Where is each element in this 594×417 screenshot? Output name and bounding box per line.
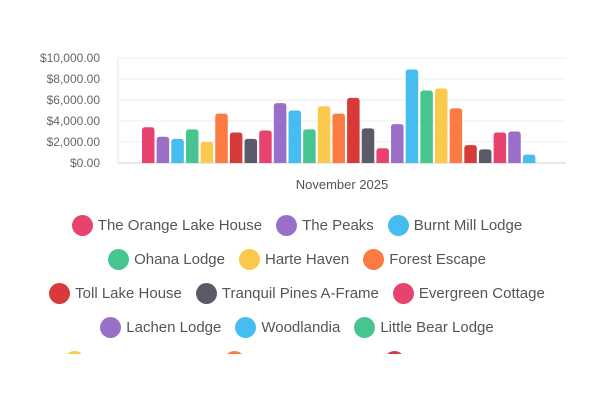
bar[interactable] bbox=[142, 127, 155, 163]
legend-label: The Peaks bbox=[302, 216, 374, 234]
legend-row bbox=[40, 344, 554, 354]
legend-swatch bbox=[195, 282, 217, 304]
y-tick-label: $8,000.00 bbox=[47, 72, 101, 86]
legend-item[interactable]: Toll Lake House bbox=[49, 282, 182, 304]
bar[interactable] bbox=[332, 113, 345, 163]
y-tick-label: $4,000.00 bbox=[47, 114, 101, 128]
legend-item[interactable] bbox=[64, 350, 210, 354]
legend-label: Evergreen Cottage bbox=[418, 284, 545, 302]
legend-item[interactable]: Little Bear Lodge bbox=[354, 316, 494, 338]
y-tick-label: $6,000.00 bbox=[47, 93, 101, 107]
legend-item[interactable] bbox=[224, 350, 370, 354]
bar[interactable] bbox=[391, 124, 404, 163]
bar[interactable] bbox=[185, 129, 199, 163]
y-tick-label: $2,000.00 bbox=[47, 135, 101, 149]
bar[interactable] bbox=[215, 113, 228, 163]
bar[interactable] bbox=[361, 128, 375, 163]
legend-swatch bbox=[363, 248, 385, 270]
y-tick-label: $10,000.00 bbox=[40, 51, 100, 65]
legend-item[interactable]: Evergreen Cottage bbox=[392, 282, 545, 304]
legend-label: Little Bear Lodge bbox=[380, 318, 494, 336]
legend-item[interactable]: Tranquil Pines A-Frame bbox=[195, 282, 379, 304]
legend-row: The Orange Lake House The Peaks Burnt Mill… bbox=[40, 208, 554, 242]
legend-swatch bbox=[384, 350, 405, 354]
legend-item[interactable]: Burnt Mill Lodge bbox=[387, 214, 523, 236]
bar[interactable] bbox=[464, 145, 477, 163]
legend-label: Burnt Mill Lodge bbox=[413, 216, 523, 234]
bar[interactable] bbox=[156, 136, 170, 163]
chart-legend: The Orange Lake House The Peaks Burnt Mill… bbox=[40, 208, 554, 354]
bar[interactable] bbox=[273, 103, 287, 163]
legend-item[interactable]: Lachen Lodge bbox=[100, 316, 222, 338]
legend-item[interactable] bbox=[384, 350, 530, 354]
legend-row: Toll Lake House Tranquil Pines A-Frame Eve… bbox=[40, 276, 554, 310]
legend-label: Forest Escape bbox=[389, 250, 486, 268]
legend-swatch bbox=[276, 214, 298, 236]
legend-label: The Orange Lake House bbox=[97, 216, 263, 234]
legend-label: Toll Lake House bbox=[75, 284, 182, 302]
legend-swatch bbox=[108, 248, 130, 270]
bar[interactable] bbox=[522, 154, 536, 163]
bar[interactable] bbox=[200, 142, 214, 163]
legend-label: Ohana Lodge bbox=[134, 250, 225, 268]
bar[interactable] bbox=[317, 106, 331, 163]
bar[interactable] bbox=[405, 69, 419, 163]
bar[interactable] bbox=[376, 148, 389, 163]
legend-swatch bbox=[100, 316, 122, 338]
bar[interactable] bbox=[493, 132, 507, 163]
bar[interactable] bbox=[449, 108, 463, 163]
legend-label: Harte Haven bbox=[264, 250, 350, 268]
legend-swatch bbox=[49, 282, 71, 304]
bar[interactable] bbox=[478, 149, 492, 163]
legend-label: Lachen Lodge bbox=[126, 318, 222, 336]
x-tick-label: November 2025 bbox=[296, 177, 389, 192]
legend-swatch bbox=[392, 282, 414, 304]
bar[interactable] bbox=[171, 138, 184, 163]
bar[interactable] bbox=[259, 130, 272, 163]
legend-item[interactable]: The Peaks bbox=[276, 214, 374, 236]
legend-row: Lachen Lodge Woodlandia Little Bear Lodge bbox=[40, 310, 554, 344]
legend-label: Tranquil Pines A-Frame bbox=[221, 284, 379, 302]
bar[interactable] bbox=[508, 131, 521, 164]
legend-swatch bbox=[387, 214, 409, 236]
legend-item[interactable]: Harte Haven bbox=[238, 248, 350, 270]
legend-swatch bbox=[71, 214, 93, 236]
legend-swatch bbox=[238, 248, 260, 270]
legend-swatch bbox=[354, 316, 376, 338]
bar[interactable] bbox=[229, 132, 243, 163]
legend-label: Woodlandia bbox=[261, 318, 341, 336]
legend-swatch bbox=[64, 350, 85, 354]
bar[interactable] bbox=[347, 97, 360, 163]
legend-swatch bbox=[235, 316, 257, 338]
legend-item[interactable]: The Orange Lake House bbox=[71, 214, 263, 236]
bar[interactable] bbox=[244, 138, 258, 163]
legend-item[interactable]: Woodlandia bbox=[235, 316, 341, 338]
y-tick-label: $0.00 bbox=[70, 156, 100, 170]
bar[interactable] bbox=[420, 90, 433, 163]
bar[interactable] bbox=[435, 88, 448, 163]
legend-row: Ohana Lodge Harte Haven Forest Escape bbox=[40, 242, 554, 276]
legend-item[interactable]: Ohana Lodge bbox=[108, 248, 225, 270]
legend-item[interactable]: Forest Escape bbox=[363, 248, 486, 270]
bar[interactable] bbox=[288, 110, 302, 164]
bar[interactable] bbox=[303, 129, 316, 163]
legend-swatch bbox=[224, 350, 245, 354]
